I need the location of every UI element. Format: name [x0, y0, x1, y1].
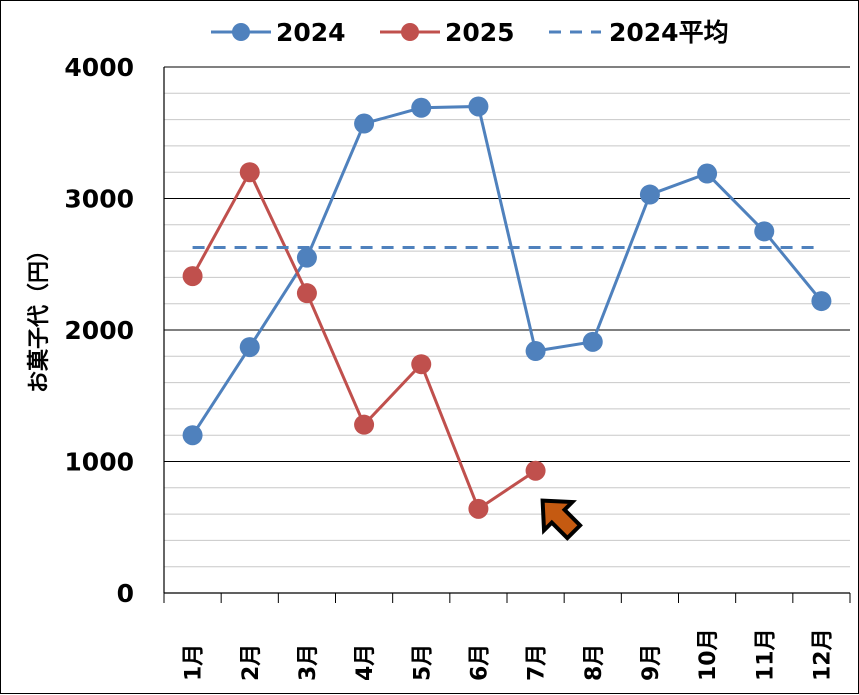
data-point-2024 — [354, 113, 375, 134]
data-point-2024 — [525, 341, 546, 362]
data-point-2024 — [811, 291, 832, 312]
data-point-2025 — [525, 460, 546, 481]
data-point-2025 — [468, 498, 489, 519]
legend-label-2024: 2024 — [276, 18, 346, 47]
data-point-2024 — [639, 184, 660, 205]
x-tick-label: 12月 — [810, 628, 835, 681]
y-axis-title: お菓子代（円） — [26, 239, 52, 393]
x-tick-label: 10月 — [696, 628, 721, 681]
x-tick-label: 7月 — [525, 644, 550, 681]
data-point-2024 — [468, 96, 489, 117]
data-point-2025 — [354, 414, 375, 435]
data-point-2025 — [296, 283, 317, 304]
x-tick-label: 9月 — [639, 644, 664, 681]
y-tick-label: 3000 — [64, 185, 134, 214]
series-line-2024 — [191, 104, 823, 437]
x-tick-label: 1月 — [182, 644, 207, 681]
legend-label-2024平均: 2024平均 — [609, 18, 729, 47]
legend-label-2025: 2025 — [445, 18, 515, 47]
y-tick-label: 4000 — [64, 53, 134, 82]
data-point-2025 — [411, 354, 432, 375]
x-tick-label: 8月 — [582, 644, 607, 681]
y-tick-label: 1000 — [64, 448, 134, 477]
x-tick-label: 3月 — [296, 644, 321, 681]
data-point-2024 — [582, 331, 603, 352]
x-tick-label: 4月 — [353, 644, 378, 681]
data-point-2024 — [182, 425, 203, 446]
y-tick-label: 0 — [117, 579, 134, 608]
data-point-2024 — [239, 337, 260, 358]
data-point-2025 — [239, 162, 260, 183]
data-point-2024 — [296, 247, 317, 268]
x-tick-label: 6月 — [467, 644, 492, 681]
x-tick-label: 11月 — [753, 628, 778, 681]
legend-marker-2024 — [232, 23, 250, 41]
legend-marker-2025 — [401, 23, 419, 41]
data-point-2024 — [411, 97, 432, 118]
data-point-2025 — [182, 266, 203, 287]
x-tick-label: 2月 — [239, 644, 264, 681]
x-tick-label: 5月 — [410, 644, 435, 681]
y-tick-label: 2000 — [64, 316, 134, 345]
annotation-arrow-shape — [540, 498, 583, 541]
data-point-2024 — [754, 221, 775, 242]
arrow-up-left-icon — [540, 498, 583, 541]
data-point-2024 — [697, 163, 718, 184]
